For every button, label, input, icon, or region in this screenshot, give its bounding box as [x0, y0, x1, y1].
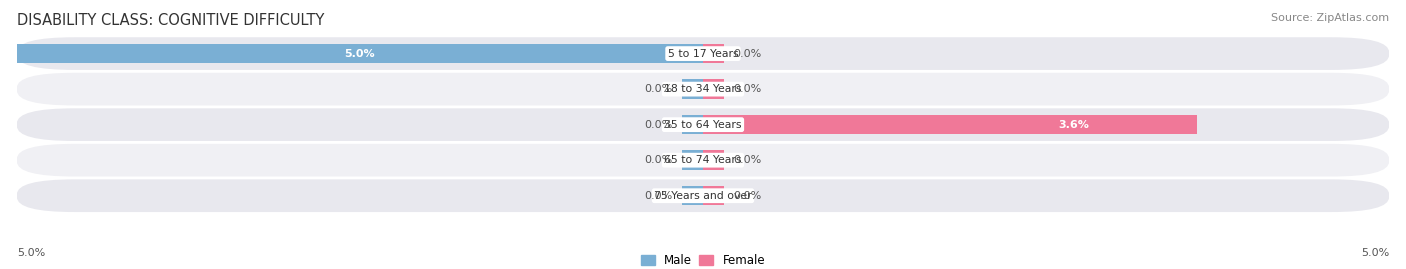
Bar	[682, 115, 703, 134]
Text: 5 to 17 Years: 5 to 17 Years	[668, 49, 738, 59]
Text: 0.0%: 0.0%	[644, 191, 673, 201]
Text: 0.0%: 0.0%	[733, 84, 762, 94]
Text: 0.0%: 0.0%	[644, 84, 673, 94]
Bar	[682, 186, 703, 206]
Bar	[682, 79, 703, 99]
Text: 75 Years and over: 75 Years and over	[654, 191, 752, 201]
FancyBboxPatch shape	[17, 37, 1389, 70]
Text: 65 to 74 Years: 65 to 74 Years	[664, 155, 742, 165]
Bar	[703, 115, 1197, 134]
Text: 5.0%: 5.0%	[344, 49, 375, 59]
Legend: Male, Female: Male, Female	[641, 254, 765, 267]
Bar	[703, 150, 724, 170]
Bar	[703, 79, 724, 99]
Bar	[703, 44, 724, 63]
Text: 0.0%: 0.0%	[733, 191, 762, 201]
Text: Source: ZipAtlas.com: Source: ZipAtlas.com	[1271, 13, 1389, 23]
Bar	[17, 44, 703, 63]
Text: 3.6%: 3.6%	[1059, 120, 1088, 130]
FancyBboxPatch shape	[17, 179, 1389, 212]
Text: 0.0%: 0.0%	[733, 49, 762, 59]
Text: 0.0%: 0.0%	[733, 155, 762, 165]
FancyBboxPatch shape	[17, 108, 1389, 141]
Text: 5.0%: 5.0%	[1361, 248, 1389, 258]
Text: DISABILITY CLASS: COGNITIVE DIFFICULTY: DISABILITY CLASS: COGNITIVE DIFFICULTY	[17, 13, 325, 29]
Bar	[703, 186, 724, 206]
FancyBboxPatch shape	[17, 73, 1389, 105]
Text: 0.0%: 0.0%	[644, 155, 673, 165]
Text: 18 to 34 Years: 18 to 34 Years	[664, 84, 742, 94]
Text: 35 to 64 Years: 35 to 64 Years	[664, 120, 742, 130]
Text: 0.0%: 0.0%	[644, 120, 673, 130]
Bar	[682, 150, 703, 170]
Text: 5.0%: 5.0%	[17, 248, 45, 258]
FancyBboxPatch shape	[17, 144, 1389, 176]
